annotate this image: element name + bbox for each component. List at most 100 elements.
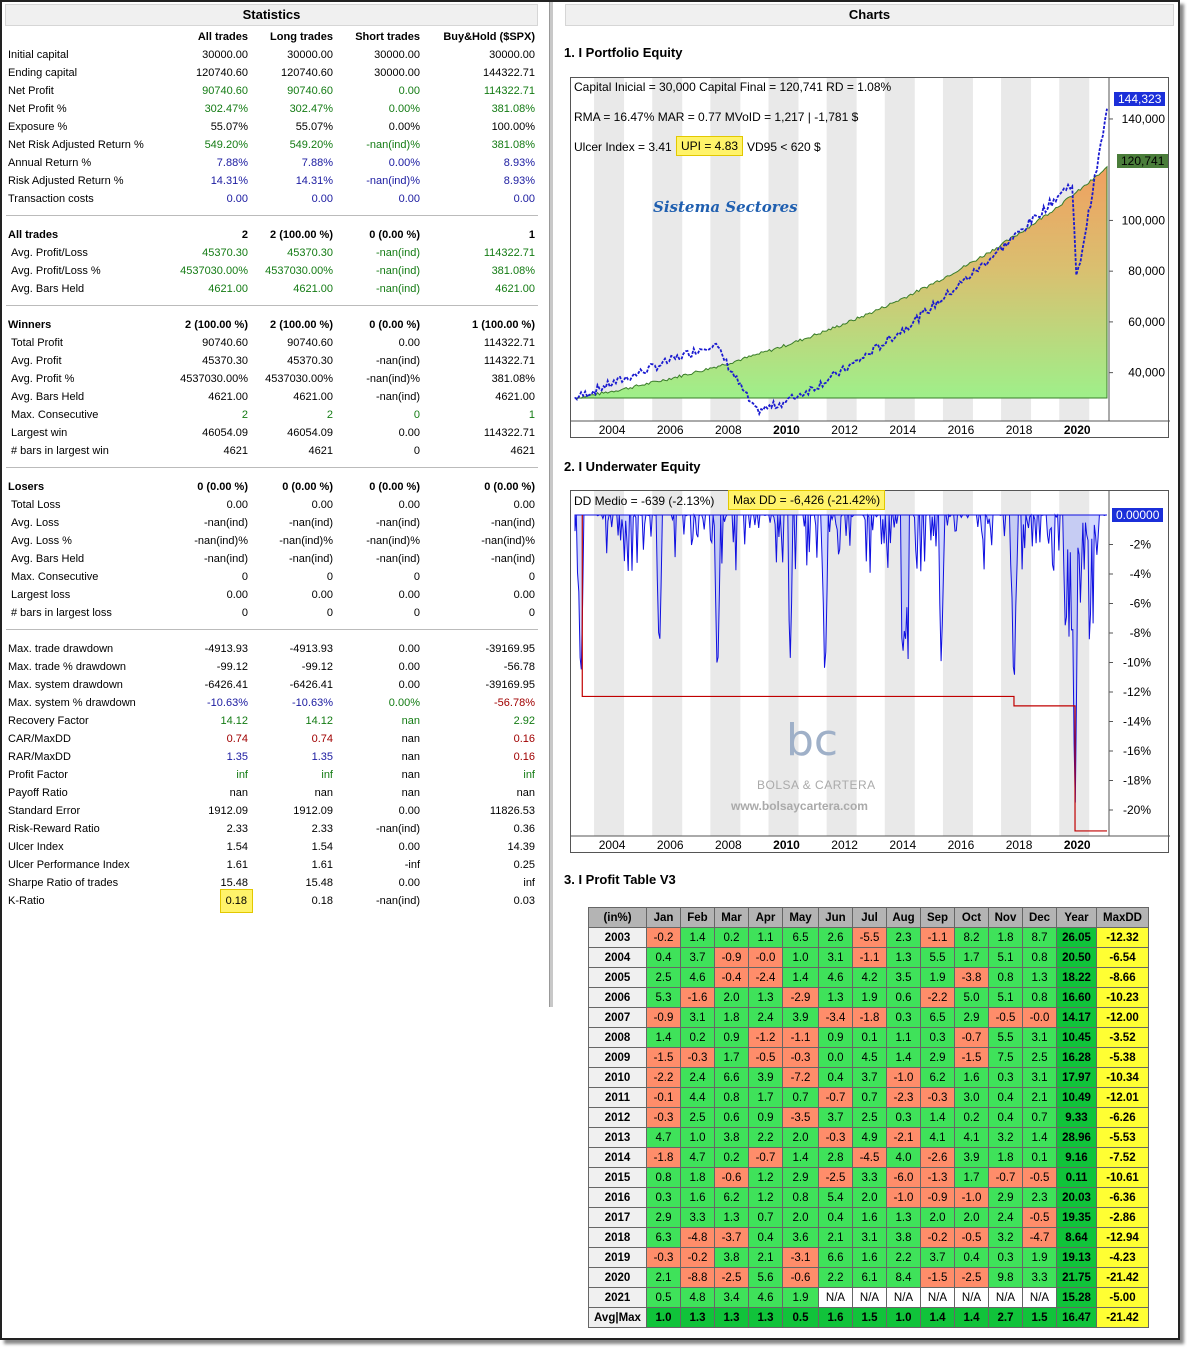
pane-splitter[interactable] [549,2,553,1007]
profit-col-header: Oct [954,907,989,928]
stats-cell: 0.03 [513,895,535,907]
stats-row-label: Net Risk Adjusted Return % [8,139,144,151]
profit-cell: 2013 [588,1127,647,1148]
stats-cell: 4621.00 [208,391,248,403]
stats-row-label: Initial capital [8,49,69,61]
x-tick-label: 2020 [1064,423,1091,437]
stats-row: # bars in largest loss 0 0 0 0 [6,604,538,622]
profit-cell: 2.1 [748,1247,783,1268]
stats-cell: 120740.60 [196,67,248,79]
underwater-chart: -2% -4% -6% -8% -10% -12% -14% -16% -18% -20% 200… [570,490,1170,853]
profit-cell: N/A [954,1287,989,1308]
stats-cell: 46054.09 [202,427,248,439]
profit-cell: 1.2 [748,1167,783,1188]
profit-cell: -0.2 [646,927,681,948]
profit-cell: 3.0 [954,1087,989,1108]
stats-cell: 0.00 [398,589,420,601]
stats-cell: -nan(ind)% [366,373,420,385]
profit-cell: 0.7 [782,1087,819,1108]
profit-cell: 2.9 [988,1187,1023,1208]
stats-cell: 90740.60 [287,337,333,349]
stats-cell: 0 [326,571,333,583]
y-tick-label: 140,000 [1122,112,1166,126]
stats-row: Max. system drawdown -6426.41 -6426.41 0.00… [6,676,538,694]
x-tick-label: 2012 [831,838,858,852]
stats-row-label: K-Ratio [8,895,45,907]
stats-cell: 4621.00 [495,391,535,403]
y-tick-label: -8% [1130,626,1152,640]
stats-cell: 30000.00 [374,49,420,61]
stats-cell: -4913.93 [289,643,333,655]
profit-row: 2007 -0.9 3.1 1.8 2.4 3.9 -3.4 -1.8 0.3 6.5 2.9 -0.… [588,1007,1149,1028]
stats-cell: -4913.93 [204,643,248,655]
profit-row: 2018 6.3 -4.8 -3.7 0.4 3.6 2.1 3.1 3.8 -0.2 -0.5 3.… [588,1227,1149,1248]
stats-cell: 14.31% [295,175,333,187]
stats-row-label: RAR/MaxDD [8,751,71,763]
profit-cell: 0.8 [782,1187,819,1208]
stats-cell: 30000.00 [202,49,248,61]
profit-cell: -1.0 [886,1067,921,1088]
stats-row: Ulcer Performance Index 1.61 1.61 -inf 0.25 [6,856,538,874]
stats-cell: 4621 [223,445,248,457]
profit-cell: 1.8 [988,1147,1023,1168]
stats-cell: 4537030.00% [180,373,248,385]
stats-cell: -nan(ind)% [194,535,248,547]
profit-row: 2009 -1.5 -0.3 1.7 -0.5 -0.3 0.0 4.5 1.4 2.9 -1.5 7… [588,1047,1149,1068]
profit-cell: -3.1 [782,1247,819,1268]
profit-col-header: May [782,907,819,928]
profit-cell: 20.50 [1056,947,1097,968]
profit-row: 2017 2.9 3.3 1.3 0.7 2.0 0.4 1.6 1.3 2.0 2.0 2.4 -0.… [588,1207,1149,1228]
profit-cell: -3.52 [1096,1027,1149,1048]
profit-cell: 0.4 [954,1247,989,1268]
profit-cell: 26.05 [1056,927,1097,948]
profit-cell: 0.8 [988,967,1023,988]
profit-cell: 5.0 [954,987,989,1008]
stats-row: Avg. Bars Held 4621.00 4621.00 -nan(ind) 462… [6,280,538,298]
profit-cell: 1.5 [1022,1307,1057,1328]
profit-col-header: Jan [646,907,681,928]
stats-cell: 2.33 [226,823,248,835]
stats-cell: 0.16 [513,733,535,745]
profit-cell: -6.26 [1096,1107,1149,1128]
profit-cell: 1.7 [954,1167,989,1188]
profit-cell: -1.5 [646,1047,681,1068]
profit-cell: 15.28 [1056,1287,1097,1308]
stats-cell: -99.12 [301,661,333,673]
system-watermark: Sistema Sectores [653,198,798,216]
stats-cell: 114322.71 [483,337,535,349]
system-value-tag: 120,741 [1117,154,1169,168]
stats-row-label: Max. Consecutive [11,409,99,421]
underwater-info-avg: DD Medio = -639 (-2.13%) [574,494,715,508]
stats-cell: -nan(ind) [375,391,420,403]
profit-cell: 1.5 [852,1307,887,1328]
profit-cell: N/A [852,1287,887,1308]
profit-cell: 16.60 [1056,987,1097,1008]
profit-cell: 0.9 [748,1107,783,1128]
stats-cell: 0.00 [398,85,420,97]
profit-cell: 0.11 [1056,1167,1097,1188]
stats-row: Exposure % 55.07% 55.07% 0.00% 100.00% [6,118,538,136]
stats-row-label: Max. system drawdown [8,679,123,691]
stats-row: Avg. Profit 45370.30 45370.30 -nan(ind) 1143… [6,352,538,370]
profit-cell: 3.9 [748,1067,783,1088]
profit-cell: 0.8 [1022,987,1057,1008]
stats-cell: 2.92 [513,715,535,727]
profit-cell: -12.01 [1096,1087,1149,1108]
stats-cell: 0.00 [398,661,420,673]
profit-cell: 2017 [588,1207,647,1228]
stats-row: CAR/MaxDD 0.74 0.74 nan 0.16 [6,730,538,748]
profit-cell: 3.8 [886,1227,921,1248]
profit-cell: 1.3 [714,1307,749,1328]
stats-cell: -56.78 [503,661,535,673]
stats-row-label: Net Profit [8,85,54,97]
stats-row-label: Avg. Profit/Loss % [11,265,101,277]
max-drawdown-line [581,515,1107,832]
stats-cell: inf [236,769,248,781]
stats-cell: 0.18 [311,895,333,907]
stats-row-label: Avg. Profit/Loss [11,247,88,259]
stats-cell: -nan(ind) [203,517,248,529]
stats-cell: 0.00% [388,103,420,115]
profit-cell: 2.6 [818,927,853,948]
x-tick-label: 2016 [948,423,975,437]
stats-cell: 0.00 [398,841,420,853]
